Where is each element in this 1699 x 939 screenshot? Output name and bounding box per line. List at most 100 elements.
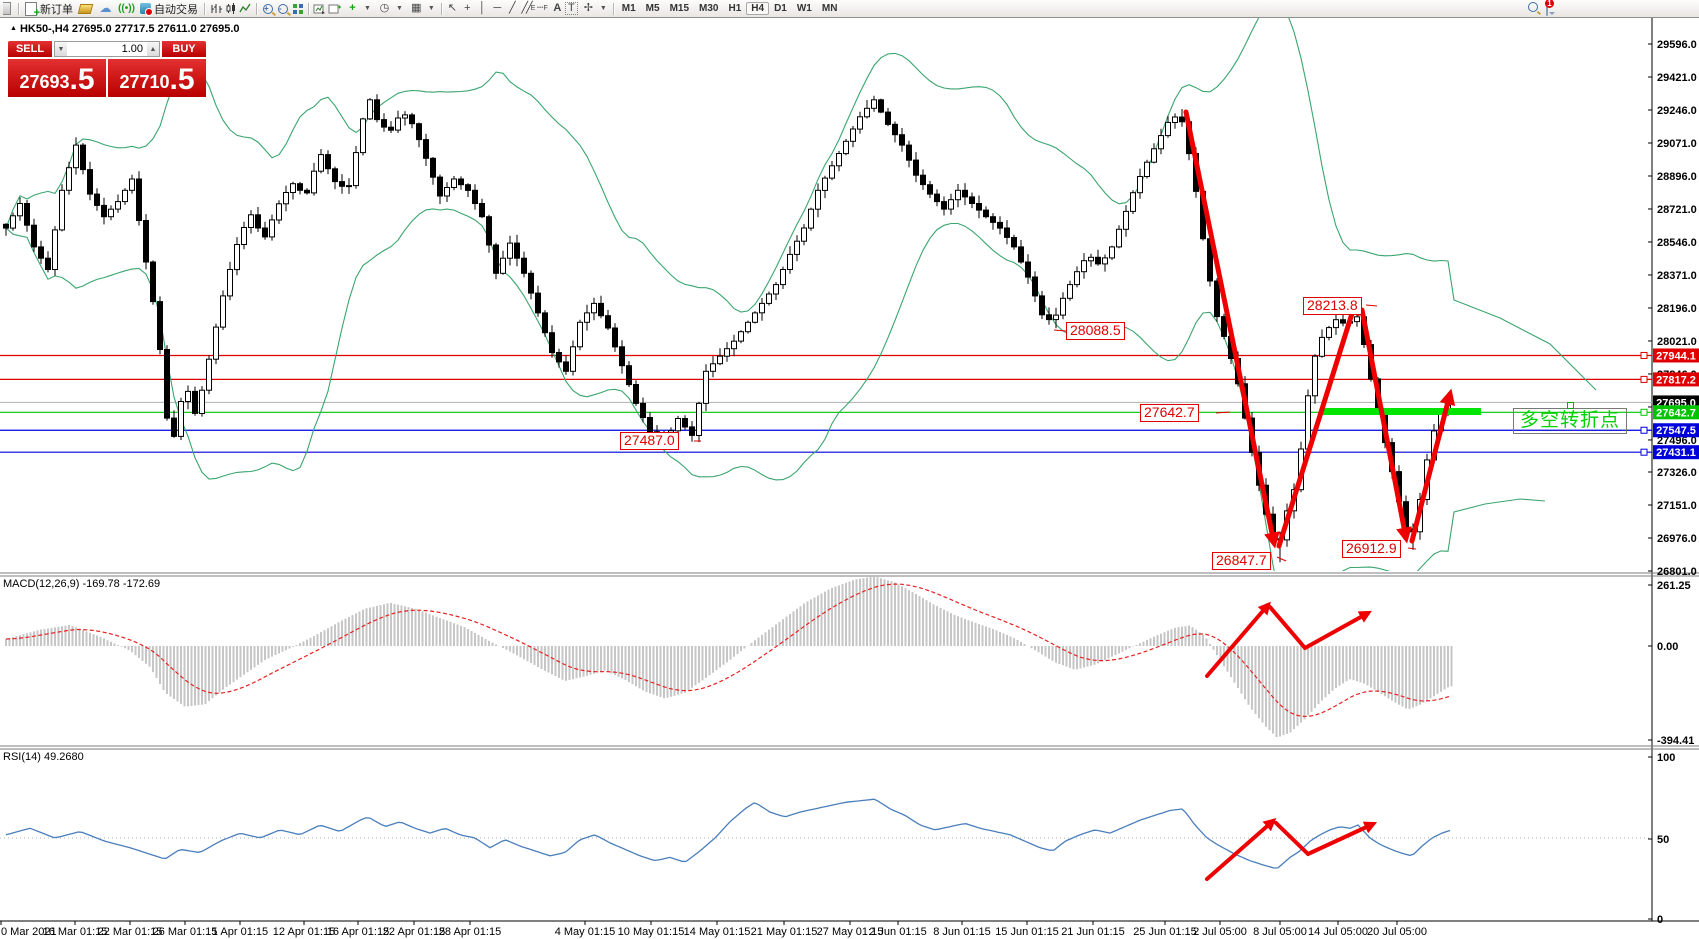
- chevron-down-icon: ▼: [395, 5, 403, 12]
- svg-text:29421.0: 29421.0: [1657, 72, 1697, 84]
- trendline-icon[interactable]: ╱: [509, 2, 516, 14]
- svg-text:27496.0: 27496.0: [1657, 435, 1697, 447]
- periods-button[interactable]: ◷ ▼: [374, 1, 406, 16]
- timeframe-H4[interactable]: H4: [746, 1, 770, 15]
- macd-arrows[interactable]: [1205, 601, 1372, 678]
- price-tags: 27944.127817.227695.027642.727547.527431…: [1640, 348, 1699, 460]
- rsi-header: RSI(14) 49.2680: [3, 751, 84, 763]
- price-callout[interactable]: 28088.5: [1066, 322, 1125, 340]
- svg-text:10 May 01:15: 10 May 01:15: [618, 926, 685, 938]
- autotrade-button[interactable]: 自动交易: [137, 1, 201, 16]
- toolbar-separator: [440, 2, 442, 15]
- timeframe-W1[interactable]: W1: [796, 2, 812, 14]
- toolbar: 新订单 ☁ ((•)) 自动交易 + - +▼ ◷▼ ▦▼ ↖ + │ ─ ╱ …: [0, 0, 1699, 19]
- text-annotation-label: 多空转折点: [1519, 410, 1620, 431]
- macd-signal-line: [5, 583, 1452, 718]
- gold-button[interactable]: [76, 1, 95, 16]
- timeframe-M1[interactable]: M1: [621, 2, 636, 14]
- svg-text:14 May 01:15: 14 May 01:15: [684, 926, 751, 938]
- svg-text:100: 100: [1657, 752, 1675, 764]
- timeframe-M30[interactable]: M30: [699, 2, 719, 14]
- rsi-line: [5, 798, 1451, 869]
- chevron-down-icon: ▼: [364, 5, 371, 12]
- volume-increase-button[interactable]: ▲: [147, 42, 159, 56]
- signals-button[interactable]: ((•)): [116, 1, 137, 16]
- price-callout[interactable]: 28213.8: [1303, 297, 1362, 315]
- chevron-down-icon: ▼: [599, 5, 607, 12]
- cloud-icon: ☁: [99, 1, 112, 15]
- price-callout[interactable]: 27487.0: [620, 432, 679, 450]
- line-chart-icon[interactable]: [238, 2, 253, 15]
- text-label-icon[interactable]: T: [564, 2, 578, 15]
- svg-text:2 Jun 01:15: 2 Jun 01:15: [869, 926, 927, 938]
- toolbar-separator: [256, 2, 257, 15]
- new-chart-icon[interactable]: [312, 2, 327, 15]
- rsi-arrows[interactable]: [1205, 818, 1378, 881]
- svg-text:12 Apr 01:15: 12 Apr 01:15: [273, 926, 335, 938]
- svg-text:22 Apr 01:15: 22 Apr 01:15: [383, 926, 445, 938]
- volume-input[interactable]: 1.00: [121, 43, 143, 55]
- new-order-button[interactable]: 新订单: [22, 1, 76, 19]
- vertical-line-icon[interactable]: │: [478, 2, 486, 14]
- svg-text:26801.0: 26801.0: [1657, 566, 1697, 578]
- svg-text:28371.0: 28371.0: [1657, 270, 1697, 282]
- svg-text:22 Mar 01:15: 22 Mar 01:15: [98, 926, 163, 938]
- tile-windows-icon[interactable]: [290, 2, 305, 15]
- sell-price-display[interactable]: 27693.5: [8, 59, 106, 97]
- arrows-icon: ✢: [583, 2, 593, 14]
- svg-text:21 May 01:15: 21 May 01:15: [751, 926, 818, 938]
- clock-icon: ◷: [379, 2, 390, 14]
- indicators-button[interactable]: + ▼: [342, 1, 374, 16]
- volume-decrease-button[interactable]: ▼: [55, 42, 67, 56]
- toolbar-separator: [18, 2, 19, 15]
- svg-text:27944.1: 27944.1: [1656, 350, 1696, 362]
- svg-text:29246.0: 29246.0: [1657, 105, 1697, 117]
- svg-text:27431.1: 27431.1: [1656, 447, 1696, 459]
- svg-text:27151.0: 27151.0: [1657, 500, 1697, 512]
- fibonacci-icon[interactable]: ┄ F: [536, 2, 548, 14]
- toolbar-right: 1: [1528, 0, 1554, 16]
- search-icon[interactable]: [1528, 2, 1538, 15]
- zoom-in-icon[interactable]: +: [260, 2, 275, 15]
- bar-chart-icon[interactable]: [208, 2, 223, 15]
- sell-button[interactable]: SELL: [8, 41, 52, 57]
- market-watch-button[interactable]: ☁: [95, 1, 116, 16]
- price-callout[interactable]: 26912.9: [1342, 540, 1401, 558]
- svg-text:14 Jul 05:00: 14 Jul 05:00: [1308, 926, 1368, 938]
- svg-text:21 Jun 01:15: 21 Jun 01:15: [1061, 926, 1125, 938]
- zoom-out-icon[interactable]: -: [275, 2, 290, 15]
- crosshair-icon[interactable]: +: [464, 2, 471, 14]
- svg-text:50: 50: [1657, 834, 1669, 846]
- candlestick-chart-icon[interactable]: [223, 2, 238, 15]
- svg-text:27642.7: 27642.7: [1656, 407, 1696, 419]
- indicators-icon: +: [349, 2, 356, 14]
- text-annotation[interactable]: 多空转折点: [1513, 402, 1627, 434]
- one-click-trade-panel: SELL ▼ 1.00 ▲ BUY 27693.5 27710.5: [8, 41, 206, 97]
- buy-price-display[interactable]: 27710.5: [108, 59, 206, 97]
- timeframe-M5[interactable]: M5: [645, 2, 660, 14]
- cursor-icon[interactable]: ↖: [447, 2, 457, 14]
- channel-icon[interactable]: ╱╱ E: [521, 2, 535, 14]
- trend-arrows[interactable]: [1183, 109, 1456, 549]
- svg-text:25 Jun 01:15: 25 Jun 01:15: [1133, 926, 1197, 938]
- horizontal-line-icon[interactable]: ─: [493, 2, 502, 14]
- svg-text:1 Apr 01:15: 1 Apr 01:15: [212, 926, 268, 938]
- annotation-handle[interactable]: [1567, 402, 1574, 409]
- timeframe-M15[interactable]: M15: [669, 2, 690, 14]
- price-callout[interactable]: 27642.7: [1140, 404, 1199, 422]
- timeframe-H1[interactable]: H1: [728, 2, 742, 14]
- macd-axis: 261.25 0.00 -394.41: [1648, 580, 1694, 747]
- text-icon[interactable]: A: [553, 2, 562, 14]
- chart-shift-icon[interactable]: [327, 2, 342, 15]
- timeframe-MN[interactable]: MN: [821, 2, 838, 14]
- timeframe-D1[interactable]: D1: [774, 2, 787, 14]
- green-zone-bar[interactable]: [1322, 408, 1481, 415]
- buy-button[interactable]: BUY: [162, 41, 206, 57]
- price-callout[interactable]: 26847.7: [1212, 552, 1271, 570]
- signal-icon: ((•)): [118, 3, 135, 14]
- chart-title-text: HK50-,H4 27695.0 27717.5 27611.0 27695.0: [19, 23, 240, 35]
- arrows-button[interactable]: ✢ ▼: [578, 1, 610, 16]
- notifications-icon[interactable]: 1: [1545, 0, 1554, 16]
- templates-button[interactable]: ▦ ▼: [406, 1, 438, 16]
